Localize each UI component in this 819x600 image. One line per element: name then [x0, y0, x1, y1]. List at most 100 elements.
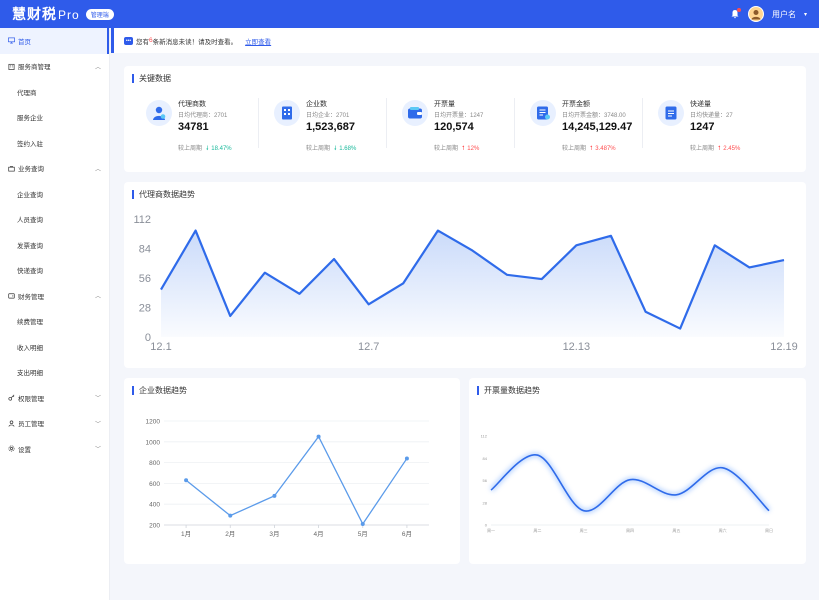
kpi-compare: 较上周期 🠗 1.68%: [306, 143, 356, 154]
sidebar-item[interactable]: 发票查询: [0, 232, 109, 258]
data-point: [184, 478, 189, 483]
sidebar-item-label: 发票查询: [17, 242, 43, 250]
agent-icon: [146, 100, 172, 126]
data-point: [404, 456, 409, 461]
chevron-down-icon[interactable]: ﹀: [94, 447, 101, 454]
series-line: [185, 435, 408, 526]
sidebar-item-label: 签约入驻: [17, 140, 43, 148]
monitor-icon: [8, 37, 15, 44]
y-tick-label: 84: [139, 244, 151, 256]
kpi-value: 14,245,129.47: [562, 121, 633, 133]
sidebar-item[interactable]: 首页: [0, 28, 109, 54]
y-tick-label: 56: [483, 478, 488, 483]
view-now-link[interactable]: 立即查看: [245, 38, 272, 46]
sidebar-item-label: 收入明细: [17, 344, 43, 352]
enterprise-trend-card: 企业数据趋势 200 400 600 800 1000 1200 1月 2月 3月 4月 5月 6月: [124, 378, 460, 564]
kpi-change: 2.45%: [723, 146, 741, 152]
sidebar-item[interactable]: 快递查询: [0, 258, 109, 284]
kpi-compare-label: 较上周期: [562, 146, 587, 152]
x-tick-label: 周六: [719, 527, 727, 533]
y-tick-label: 1000: [146, 439, 161, 446]
x-tick-label: 4月: [314, 530, 324, 538]
sidebar-item[interactable]: 权限管理 ﹀: [0, 385, 109, 411]
notice-prefix: 您有: [136, 38, 149, 46]
kpi-item: 开票金额 日均开票金额：3748.00 14,245,129.47 较上周期 🠕 3.4…: [518, 96, 646, 156]
document-icon: [658, 100, 684, 126]
bell-icon[interactable]: [730, 8, 741, 19]
sidebar-item-label: 企业查询: [17, 191, 43, 199]
arrow-up-icon: 🠕: [590, 146, 593, 152]
sidebar-item[interactable]: 服务商管理 ︿: [0, 54, 109, 80]
y-tick-label: 56: [139, 273, 151, 285]
sidebar-item-label: 续费管理: [17, 319, 43, 327]
y-tick-label: 28: [139, 303, 151, 315]
sidebar-item-label: 人员查询: [17, 217, 43, 225]
sidebar-item-label: 财务管理: [18, 293, 44, 301]
x-tick-label: 2月: [225, 530, 235, 538]
chevron-up-icon[interactable]: ︿: [94, 64, 101, 71]
sidebar-item[interactable]: 代理商: [0, 79, 109, 105]
arrow-up-icon: 🠕: [462, 146, 465, 152]
sidebar-item[interactable]: 人员查询: [0, 207, 109, 233]
x-tick-label: 12.1: [150, 341, 171, 353]
sidebar-item[interactable]: 财务管理 ︿: [0, 283, 109, 309]
sidebar-item[interactable]: 设置 ﹀: [0, 436, 109, 462]
message-icon: •••: [124, 36, 133, 45]
x-tick-label: 周四: [626, 527, 634, 533]
series-line: [490, 454, 770, 512]
kpi-compare: 较上周期 🠕 3.487%: [562, 143, 616, 154]
chevron-down-icon[interactable]: ﹀: [94, 396, 101, 403]
notice-bar: ••• 您有 6 条新消息未读！请及时查看。 立即查看: [111, 28, 819, 53]
chevron-up-icon[interactable]: ︿: [94, 166, 101, 173]
user-name[interactable]: 用户名: [771, 9, 796, 19]
avatar[interactable]: [747, 6, 764, 22]
sidebar-item-label: 快递查询: [17, 268, 43, 276]
sidebar-item-label: 首页: [18, 38, 31, 46]
sidebar-item[interactable]: 支出明细: [0, 360, 109, 386]
chevron-up-icon[interactable]: ︿: [94, 294, 101, 301]
briefcase-icon: [8, 165, 15, 172]
chevron-down-icon[interactable]: ▾: [803, 11, 807, 18]
y-tick-label: 84: [483, 456, 488, 461]
kpi-change: 12%: [467, 146, 480, 152]
admin-tag: 管理端: [85, 8, 114, 20]
data-point: [228, 513, 233, 518]
sidebar-item[interactable]: 员工管理 ﹀: [0, 411, 109, 437]
kpi-daily-average: 日均快递量：27: [690, 113, 733, 119]
sidebar-item-label: 员工管理: [18, 421, 44, 429]
kpi-value: 120,574: [434, 121, 474, 133]
sidebar-item[interactable]: 服务企业: [0, 105, 109, 131]
kpi-value: 34781: [178, 121, 209, 133]
sidebar-item[interactable]: 收入明细: [0, 334, 109, 360]
arrow-up-icon: 🠕: [718, 146, 721, 152]
kpi-daily-average: 日均开票量：1247: [434, 113, 484, 119]
x-tick-label: 5月: [358, 530, 368, 538]
notice-text: 条新消息未读！请及时查看。: [152, 38, 238, 46]
chevron-down-icon[interactable]: ﹀: [94, 421, 101, 428]
sidebar-item[interactable]: 续费管理: [0, 309, 109, 335]
sidebar-item-label: 服务企业: [17, 115, 43, 123]
brand-logo[interactable]: 慧财税Pro: [12, 4, 80, 24]
x-tick-label: 3月: [269, 530, 279, 538]
sidebar-item[interactable]: 企业查询: [0, 181, 109, 207]
sidebar-item[interactable]: 业务查询 ︿: [0, 156, 109, 182]
kpi-divider: [386, 98, 387, 148]
x-tick-label: 12.19: [770, 341, 798, 353]
notification-dot: [736, 8, 741, 12]
x-tick-label: 周一: [487, 527, 495, 533]
kpi-compare: 较上周期 🠕 2.45%: [690, 143, 740, 154]
sidebar-item[interactable]: 签约入驻: [0, 130, 109, 156]
arrow-down-icon: 🠗: [206, 146, 209, 152]
kpi-item: 代理商数 日均代理商：2701 34781 较上周期 🠗 18.47%: [134, 96, 262, 156]
y-tick-label: 1200: [146, 419, 161, 426]
y-tick-label: 200: [149, 523, 160, 530]
kpi-item: 企业数 日均企业：2701 1,523,687 较上周期 🠗 1.68%: [262, 96, 390, 156]
kpi-change: 18.47%: [211, 146, 232, 152]
sidebar: 首页服务商管理 ︿ 代理商服务企业签约入驻业务查询 ︿ 企业查询人员查询发票查询快递查询…: [0, 28, 110, 600]
kpi-name: 开票量: [434, 101, 455, 108]
x-tick-label: 周五: [672, 527, 680, 533]
sidebar-item-label: 设置: [18, 446, 31, 454]
kpi-name: 快递量: [690, 101, 711, 108]
invoice-trend-chart: 0 28 56 84 112 周一 周二 周三 周四 周五 周六 周日: [481, 434, 773, 534]
invoice-trend-card: 开票量数据趋势 0 28 56 84 112 周一 周二 周三 周四 周五 周六 周日: [469, 378, 806, 564]
